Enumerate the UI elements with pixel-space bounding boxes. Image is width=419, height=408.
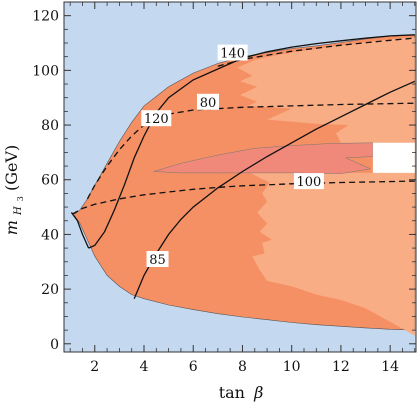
plot-area: 140 80 120 100 85 [64,2,416,352]
y-axis-label-sub: H [13,206,24,216]
x-tick-label: 8 [238,359,247,375]
contour-label-box [141,110,172,127]
contour-label-text: 85 [149,253,166,268]
x-tick-label: 6 [189,359,198,375]
contour-label-text: 100 [297,175,322,190]
y-tick-label: 0 [50,337,59,353]
x-tick-label: 10 [283,359,301,375]
contour-label-text: 80 [200,96,217,111]
plot-frame-border [63,1,417,353]
y-tick-label: 80 [41,118,59,134]
solid-contour-line-85 [133,80,416,299]
x-axis-ticks: 2 4 6 8 10 12 14 [69,2,416,375]
y-axis-label-main: m [2,220,21,235]
contour-label-box [197,93,219,110]
y-tick-label: 100 [32,63,59,79]
allowed-light-subregion [237,37,415,336]
contour-label-text: 120 [144,112,169,127]
y-tick-label: 120 [32,9,59,25]
y-tick-label: 40 [41,227,59,243]
solid-contour-line-120 [88,34,415,249]
x-tick-label: 12 [332,359,350,375]
x-tick-label: 4 [140,359,149,375]
contour-label-box [293,173,324,190]
y-tick-label: 60 [41,173,59,189]
white-gap-region [372,142,415,173]
y-axis-label-unit: (GeV) [2,145,21,191]
contour-labels: 140 80 120 100 85 [141,44,324,268]
contour-label-box [217,44,248,61]
contour-label-100: 100 [293,173,324,190]
contour-label-text: 140 [220,47,245,62]
y-axis-ticks: 0 20 40 60 80 100 120 [32,9,416,353]
x-axis-label-greek: β [253,383,263,402]
y-axis-label: m H 3 (GeV) [2,145,27,236]
contour-label-box [146,251,169,268]
plot-frame [63,1,417,353]
contour-label-85: 85 [146,251,169,268]
x-axis-label-main: tan [219,383,245,402]
x-axis-label: tan β [219,383,264,402]
solid-contour-line-140 [70,212,90,249]
y-tick-label: 20 [41,282,59,298]
x-tick-label: 2 [90,359,99,375]
contour-label-120: 120 [141,110,172,127]
contour-label-80: 80 [197,93,219,111]
contour-label-140: 140 [217,44,248,62]
y-axis-label-subsub: 3 [16,196,25,201]
x-tick-label: 14 [381,359,399,375]
